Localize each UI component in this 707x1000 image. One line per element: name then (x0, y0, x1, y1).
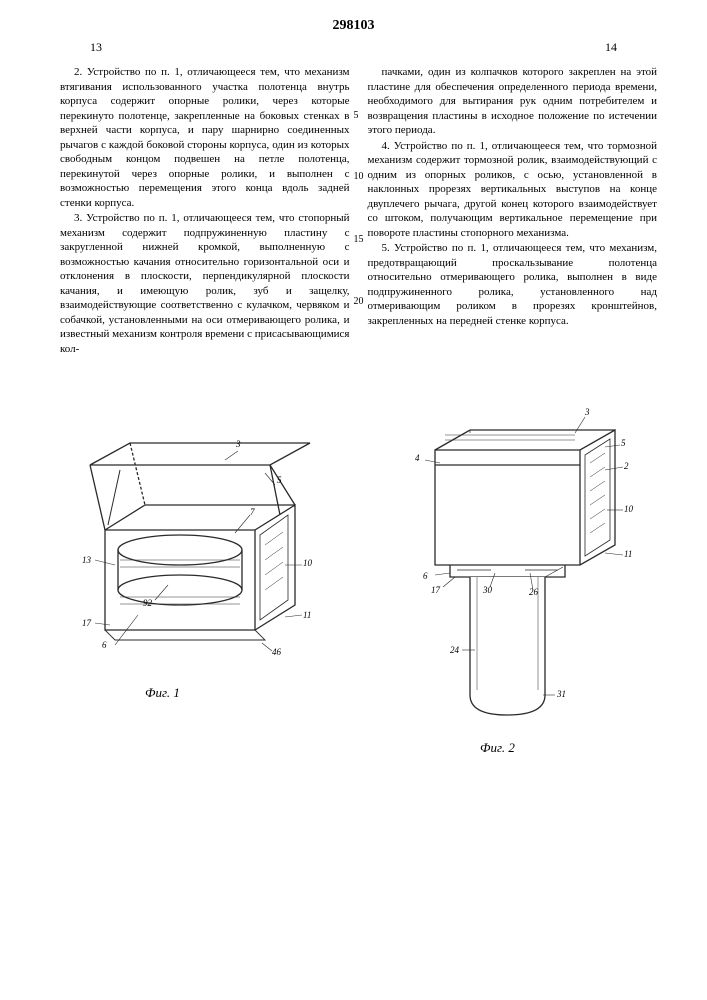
figure-2: 3 5 2 10 11 4 6 30 24 26 31 17 (395, 395, 645, 750)
line-number-10: 10 (354, 170, 364, 183)
fig2-label-10: 10 (624, 504, 633, 514)
figures-area: 13 17 92 46 10 11 7 5 6 3 Фиг. 1 (0, 385, 707, 805)
fig1-label-5: 5 (277, 475, 282, 485)
fig2-label-3: 3 (585, 407, 590, 417)
figure-2-caption: Фиг. 2 (480, 740, 515, 756)
fig1-label-17: 17 (82, 618, 91, 628)
fig2-label-30: 30 (483, 585, 492, 595)
figure-1-caption: Фиг. 1 (145, 685, 180, 701)
claim-3: 3. Устройство по п. 1, отличающееся тем,… (60, 211, 350, 356)
fig2-label-26: 26 (529, 587, 538, 597)
figure-2-svg (395, 395, 645, 745)
fig2-label-6: 6 (423, 571, 428, 581)
fig1-label-13: 13 (82, 555, 91, 565)
fig2-label-4: 4 (415, 453, 420, 463)
page-left: 13 (90, 40, 102, 55)
claim-2: 2. Устройство по п. 1, отличающееся тем,… (60, 65, 350, 210)
page-right: 14 (605, 40, 617, 55)
line-number-5: 5 (354, 109, 359, 122)
fig1-label-46: 46 (272, 647, 281, 657)
claim-3-cont: пачками, один из колпачков которого закр… (368, 65, 658, 138)
page-number-row: 13 14 (0, 34, 707, 59)
fig2-label-2: 2 (624, 461, 629, 471)
fig2-label-17: 17 (431, 585, 440, 595)
patent-number: 298103 (0, 0, 707, 34)
text-columns: 2. Устройство по п. 1, отличающееся тем,… (0, 59, 707, 357)
claim-5: 5. Устройство по п. 1, отличающееся тем,… (368, 241, 658, 328)
figure-1-svg (60, 415, 320, 675)
fig2-label-11: 11 (624, 549, 632, 559)
fig2-label-31: 31 (557, 689, 566, 699)
line-number-20: 20 (354, 295, 364, 308)
fig1-label-11: 11 (303, 610, 311, 620)
fig1-label-7: 7 (250, 507, 255, 517)
fig1-label-92: 92 (143, 598, 152, 608)
fig1-label-6: 6 (102, 640, 107, 650)
right-column: 5 10 15 20 пачками, один из колпачков ко… (368, 65, 658, 357)
line-number-15: 15 (354, 233, 364, 246)
fig1-label-3: 3 (236, 439, 241, 449)
fig1-label-10: 10 (303, 558, 312, 568)
fig2-label-24: 24 (450, 645, 459, 655)
figure-1: 13 17 92 46 10 11 7 5 6 3 (60, 415, 320, 680)
left-column: 2. Устройство по п. 1, отличающееся тем,… (60, 65, 350, 357)
fig2-label-5: 5 (621, 438, 626, 448)
claim-4: 4. Устройство по п. 1, отличающееся тем,… (368, 139, 658, 241)
